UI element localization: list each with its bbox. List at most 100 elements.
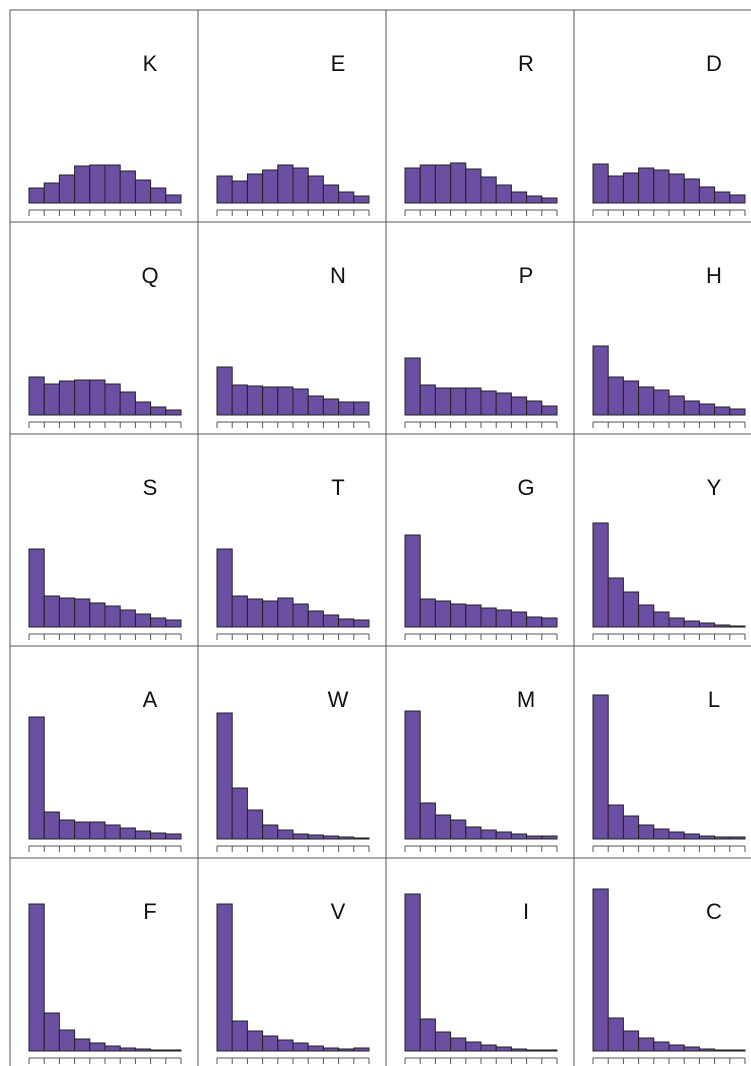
bar <box>495 392 512 416</box>
bar <box>165 1049 182 1052</box>
bar <box>592 345 609 416</box>
bar <box>231 180 248 204</box>
bar <box>74 821 91 840</box>
bar <box>74 379 91 416</box>
bar <box>729 408 746 416</box>
bar <box>353 195 370 204</box>
bar <box>404 534 421 628</box>
bar <box>104 383 121 416</box>
bar <box>246 809 264 840</box>
bar <box>262 600 279 628</box>
bar <box>465 826 482 840</box>
bar <box>89 164 106 204</box>
bar <box>465 168 482 204</box>
bar <box>714 191 731 204</box>
bar <box>668 173 685 204</box>
panel-title: P <box>519 263 534 288</box>
bar <box>729 194 746 204</box>
bar <box>119 170 136 204</box>
bar <box>668 395 685 416</box>
bar <box>434 387 452 416</box>
bar <box>338 836 355 840</box>
bar <box>434 1031 452 1052</box>
bar <box>150 187 167 204</box>
bar <box>510 191 528 204</box>
bar <box>622 380 640 416</box>
panel-title: R <box>518 51 534 76</box>
bar <box>419 802 436 840</box>
bar <box>698 403 716 416</box>
panel-title: K <box>143 51 158 76</box>
bar <box>729 1049 746 1052</box>
bar <box>89 602 106 628</box>
panel-title: M <box>517 687 535 712</box>
bar <box>714 406 731 416</box>
bar <box>353 619 370 628</box>
bar <box>43 383 60 416</box>
bar <box>322 835 340 840</box>
bar <box>338 401 355 416</box>
bar <box>28 903 45 1052</box>
bar <box>638 167 655 204</box>
bar <box>43 1012 60 1052</box>
panel-title: Y <box>707 475 722 500</box>
bar <box>622 1030 640 1052</box>
bar <box>404 710 421 840</box>
bar <box>607 175 624 204</box>
bar <box>292 603 309 628</box>
bar <box>292 388 309 416</box>
bar <box>480 1044 497 1052</box>
bar <box>683 400 700 416</box>
bar <box>653 169 670 204</box>
bar <box>419 384 436 416</box>
bar <box>246 1030 264 1052</box>
bar <box>104 605 121 628</box>
bar <box>104 164 121 204</box>
bar <box>353 1047 370 1052</box>
panel-title: G <box>517 475 534 500</box>
bar <box>404 357 421 416</box>
bar <box>216 548 233 628</box>
bar <box>592 522 609 628</box>
bar <box>104 1045 121 1052</box>
bar <box>165 833 182 840</box>
bar <box>480 607 497 628</box>
bar <box>322 614 340 628</box>
bar <box>134 401 152 416</box>
bar <box>150 1049 167 1052</box>
bar <box>74 1038 91 1052</box>
bar <box>216 903 233 1052</box>
bar <box>607 1017 624 1052</box>
bar <box>622 815 640 840</box>
bar <box>134 830 152 840</box>
bar <box>465 387 482 416</box>
panel-border <box>573 857 751 1066</box>
bar <box>541 405 558 416</box>
bar <box>28 376 45 416</box>
bar <box>638 604 655 628</box>
bar <box>165 409 182 416</box>
bar <box>638 386 655 416</box>
bar <box>74 598 91 628</box>
bar <box>510 833 528 840</box>
bar <box>653 611 670 628</box>
bar <box>231 595 248 628</box>
bar <box>28 187 45 204</box>
bar <box>292 1042 309 1052</box>
bar <box>714 836 731 840</box>
bar <box>480 176 497 204</box>
bar <box>216 175 233 204</box>
bar <box>495 1046 512 1052</box>
bar <box>353 401 370 416</box>
bar <box>434 164 452 204</box>
bar <box>450 603 467 628</box>
bar <box>450 1037 467 1052</box>
bar <box>43 811 60 840</box>
bar <box>653 389 670 416</box>
bar <box>338 1048 355 1052</box>
bar <box>262 386 279 416</box>
bar <box>480 829 497 840</box>
bar <box>622 591 640 628</box>
bar <box>58 1029 76 1052</box>
panel-title: A <box>143 687 158 712</box>
